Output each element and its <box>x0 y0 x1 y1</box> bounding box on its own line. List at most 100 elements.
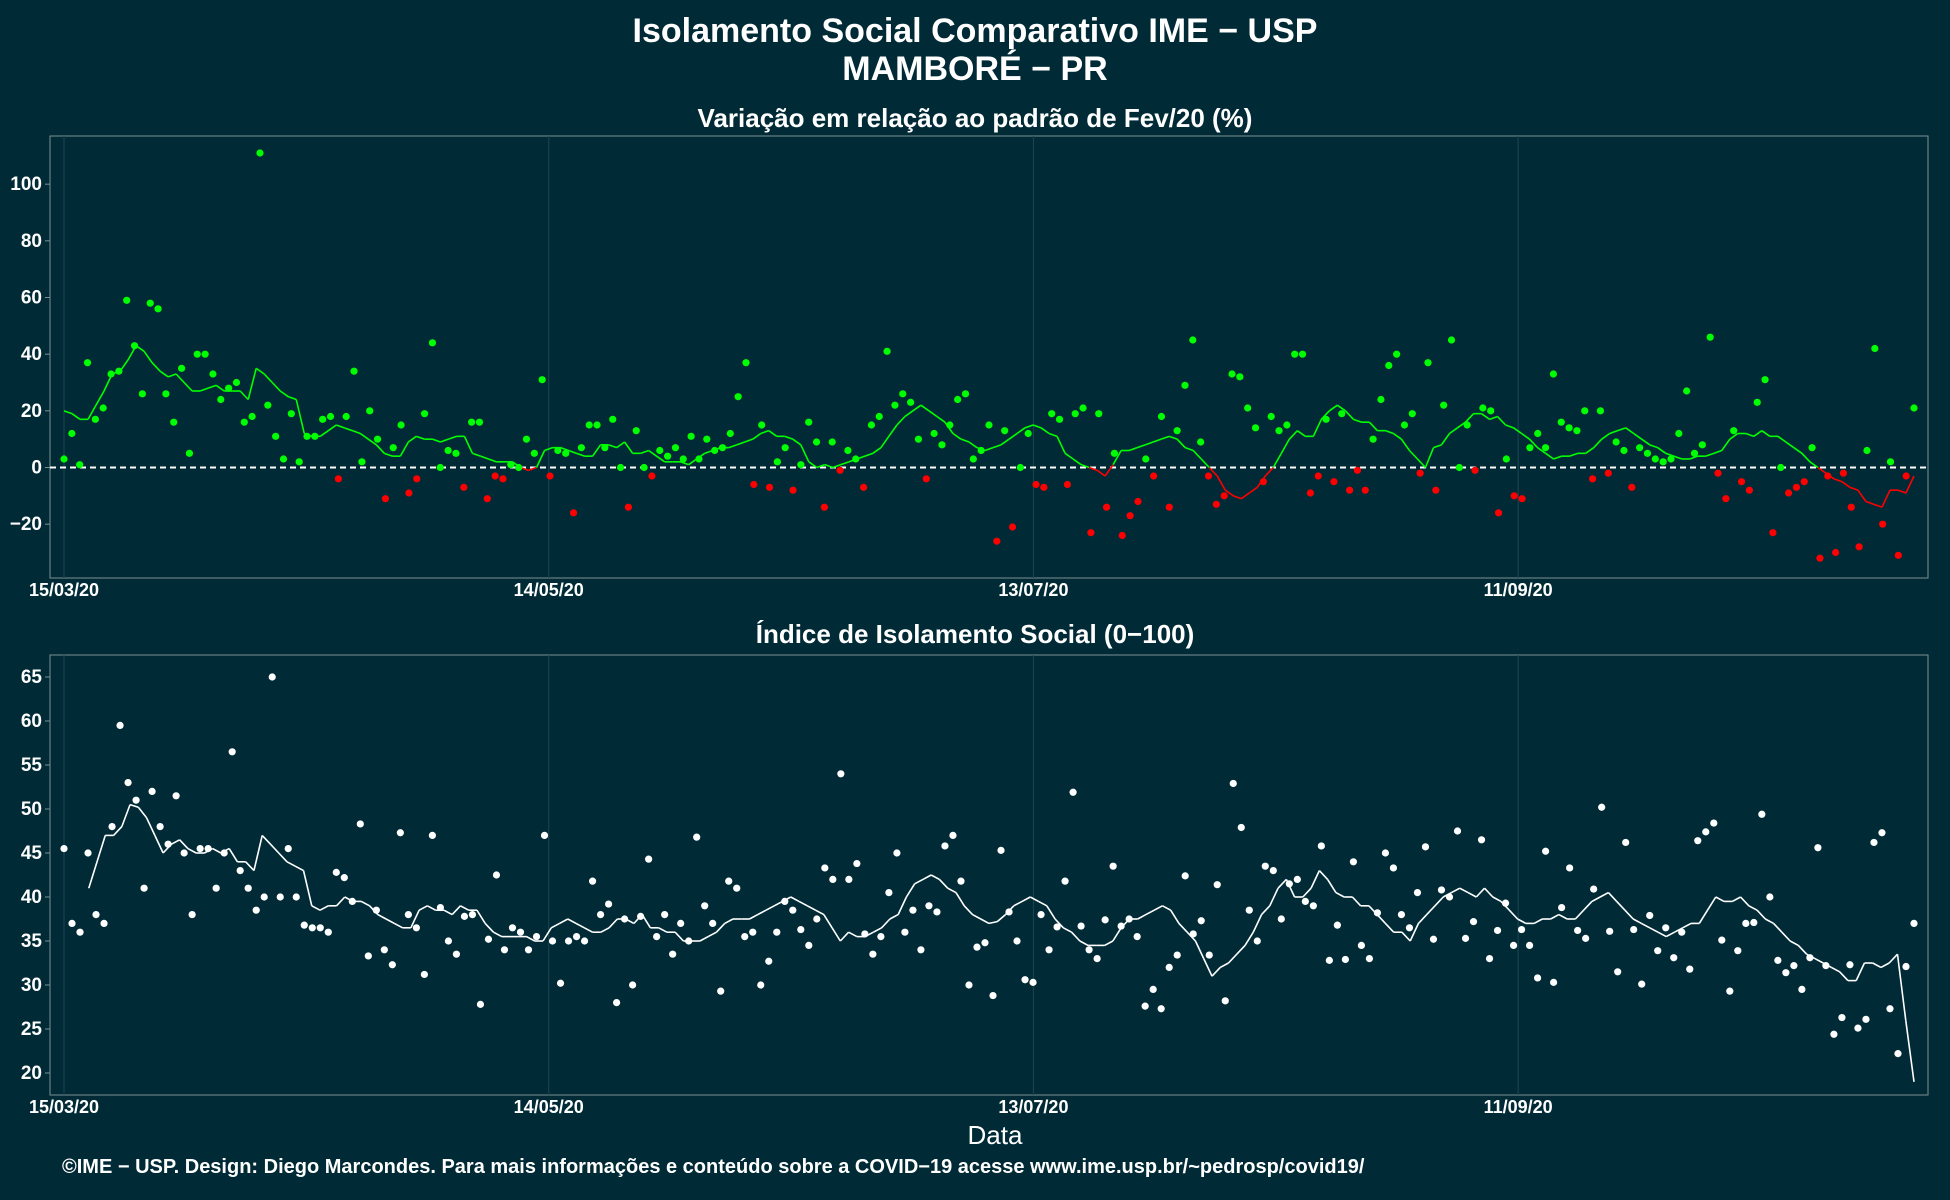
y-tick-label: 0 <box>31 458 42 479</box>
moving-average-segment <box>550 922 560 929</box>
moving-average-segment <box>271 381 281 392</box>
moving-average-segment <box>1260 905 1271 916</box>
data-point <box>1400 421 1409 429</box>
moving-average-segment <box>800 444 810 463</box>
moving-average-segment <box>1417 914 1428 924</box>
data-point <box>1071 410 1079 418</box>
moving-average-segment <box>1192 449 1202 460</box>
data-point <box>420 410 429 418</box>
data-point <box>1581 407 1589 415</box>
moving-average-segment <box>1609 429 1618 435</box>
data-point <box>279 455 288 463</box>
data-point <box>1675 429 1683 438</box>
data-point <box>342 412 350 421</box>
data-point <box>1598 803 1606 811</box>
data-point <box>540 831 549 840</box>
y-tick-label: 45 <box>21 843 43 864</box>
data-point <box>1862 1015 1870 1023</box>
x-tick-label: 13/07/20 <box>998 1097 1068 1117</box>
data-point <box>1638 980 1646 988</box>
data-point <box>1369 435 1377 443</box>
data-point <box>914 435 923 443</box>
moving-average-segment <box>121 804 131 827</box>
data-point <box>844 446 852 455</box>
data-point <box>1141 1002 1149 1010</box>
data-point <box>1181 872 1189 880</box>
data-point <box>922 475 930 483</box>
data-point <box>1189 336 1197 344</box>
data-point <box>1013 937 1021 945</box>
data-point <box>1267 412 1275 421</box>
moving-average-segment <box>535 450 546 468</box>
moving-average-segment <box>344 427 353 432</box>
moving-average-segment <box>1793 447 1803 454</box>
moving-average-segment <box>1016 427 1026 435</box>
moving-average-segment <box>773 900 783 907</box>
data-point <box>295 458 303 466</box>
data-point <box>240 418 248 426</box>
data-point <box>334 475 342 483</box>
data-point <box>1630 925 1638 934</box>
moving-average-segment <box>1288 430 1298 440</box>
moving-average-segment <box>1849 486 1859 491</box>
moving-average-segment <box>1777 435 1787 443</box>
data-point <box>1902 962 1910 971</box>
data-point <box>1381 849 1390 857</box>
data-point <box>733 884 741 892</box>
moving-average-segment <box>1475 887 1486 898</box>
y-tick-label: 60 <box>21 711 42 732</box>
moving-average-segment <box>145 817 156 836</box>
data-point <box>358 458 366 466</box>
data-point <box>1769 529 1777 537</box>
y-tick-label: 55 <box>21 755 43 776</box>
data-point <box>1878 829 1886 837</box>
data-point <box>957 877 965 885</box>
moving-average-segment <box>1617 427 1626 432</box>
data-point <box>1016 463 1024 472</box>
data-point <box>1886 1005 1894 1013</box>
data-point <box>1596 407 1605 415</box>
moving-average-segment <box>1032 424 1042 429</box>
moving-average-segment <box>1240 492 1250 500</box>
moving-average-segment <box>1056 435 1066 454</box>
data-point <box>508 924 517 932</box>
data-point <box>1361 486 1369 494</box>
moving-average-segment <box>1857 489 1867 502</box>
moving-average-segment <box>1607 892 1618 902</box>
data-point <box>669 950 677 958</box>
moving-average-segment <box>1310 870 1321 889</box>
data-point <box>76 461 84 469</box>
data-point <box>1181 381 1189 389</box>
data-point <box>107 370 115 378</box>
moving-average-segment <box>608 444 617 449</box>
moving-average-segment <box>1326 878 1337 894</box>
data-point <box>1024 429 1032 438</box>
data-point <box>140 884 148 892</box>
data-point <box>1109 862 1117 870</box>
data-point <box>412 924 420 932</box>
moving-average-segment <box>1521 432 1531 440</box>
data-point <box>1377 395 1385 404</box>
moving-average-segment <box>760 429 770 435</box>
moving-average-segment <box>87 404 97 420</box>
moving-average-segment <box>1459 887 1469 894</box>
moving-average-segment <box>1649 927 1659 933</box>
moving-average-segment <box>1558 913 1568 920</box>
data-point <box>556 979 565 987</box>
moving-average-segment <box>568 449 577 455</box>
data-point <box>1102 503 1111 511</box>
data-point <box>132 796 140 804</box>
moving-average-segment <box>1048 432 1058 438</box>
x-tick-label: 14/05/20 <box>514 580 584 600</box>
moving-average-segment <box>269 843 280 854</box>
moving-average-segment <box>88 861 98 889</box>
x-tick-label: 13/07/20 <box>998 580 1068 600</box>
data-point <box>311 432 319 440</box>
moving-average-segment <box>699 935 709 942</box>
moving-average-segment <box>1817 466 1827 474</box>
data-point <box>717 987 725 995</box>
data-point <box>180 849 188 857</box>
data-point <box>1690 449 1699 457</box>
data-point <box>1737 478 1746 486</box>
moving-average-segment <box>912 404 922 412</box>
